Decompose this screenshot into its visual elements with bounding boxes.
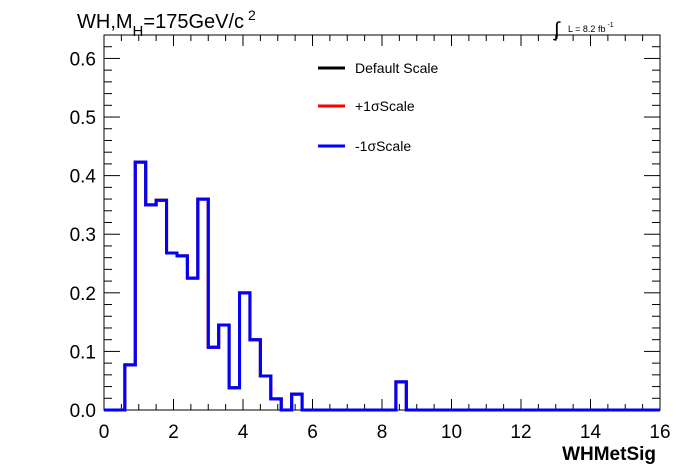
legend-label-2: -1σScale: [355, 138, 411, 154]
legend: Default Scale +1σScale -1σScale: [318, 60, 438, 154]
series-line-2: [104, 160, 660, 412]
x-tick-label: 0: [99, 422, 110, 443]
x-tick-label: 6: [307, 422, 318, 443]
x-tick-label: 12: [510, 422, 531, 443]
series-lines: [104, 160, 660, 412]
x-axis-tick-labels: 0 2 4 6 8 10 12 14 16: [99, 422, 671, 443]
chart-title: WH,MH=175GeV/c 2: [77, 7, 256, 40]
legend-label-0: Default Scale: [355, 60, 438, 76]
y-tick-label: 0.1: [70, 342, 96, 363]
title-superscript: 2: [248, 7, 256, 23]
lumi-label: L = 8.2 fb -1: [568, 22, 614, 34]
y-tick-label: 0.4: [70, 167, 97, 188]
x-tick-label: 4: [238, 422, 249, 443]
y-tick-label: 0.3: [70, 225, 96, 246]
y-tick-label: 0.0: [70, 401, 96, 422]
y-axis-ticks: [104, 34, 660, 411]
integral-symbol: ∫: [553, 19, 561, 41]
lumi-superscript: -1: [607, 22, 613, 29]
y-tick-label: 0.6: [70, 49, 96, 70]
x-tick-label: 8: [377, 422, 388, 443]
y-tick-label: 0.5: [70, 108, 96, 129]
y-tick-label: 0.2: [70, 284, 96, 305]
series-line-0: [104, 160, 660, 412]
title-main: WH,M: [77, 11, 133, 33]
x-axis-ticks: [103, 35, 661, 410]
x-tick-label: 16: [649, 422, 670, 443]
title-rest: =175GeV/c: [143, 11, 244, 33]
lumi-text: L = 8.2 fb: [568, 24, 605, 34]
plot-frame: [103, 34, 661, 411]
x-tick-label: 10: [441, 422, 462, 443]
title-subscript: H: [133, 23, 144, 40]
x-axis-title: WHMetSig: [562, 444, 656, 465]
y-axis-tick-labels: 0.0 0.1 0.2 0.3 0.4 0.5 0.6: [70, 49, 97, 422]
legend-label-1: +1σScale: [355, 98, 415, 114]
series-line-1: [104, 160, 660, 412]
x-tick-label: 2: [168, 422, 179, 443]
x-tick-label: 14: [580, 422, 602, 443]
